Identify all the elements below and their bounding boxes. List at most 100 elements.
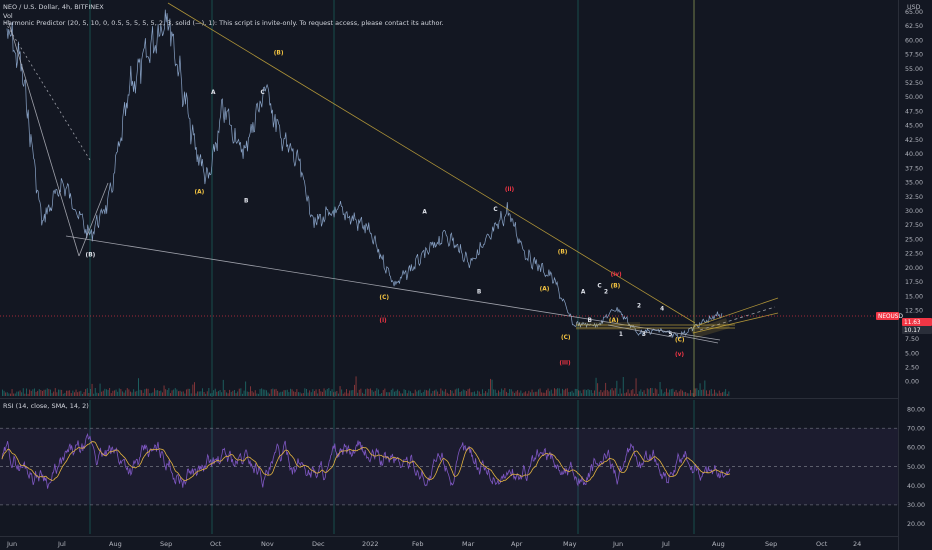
- volume-bar: [187, 388, 189, 396]
- volume-bar: [40, 390, 42, 396]
- wave-label[interactable]: C: [597, 284, 601, 290]
- volume-bar: [251, 391, 253, 396]
- volume-bar: [262, 389, 264, 396]
- volume-bar: [398, 391, 400, 396]
- volume-bar: [128, 389, 130, 396]
- wave-label[interactable]: (A): [195, 190, 205, 196]
- rsi-sma-line[interactable]: [1, 441, 731, 483]
- volume-bar: [390, 389, 392, 396]
- rsi-line[interactable]: [1, 432, 731, 489]
- symbol-title[interactable]: NEO / U.S. Dollar, 4h, BITFINEX: [3, 3, 104, 11]
- volume-bar: [573, 392, 575, 396]
- volume-bar: [429, 388, 431, 396]
- volume-bar: [58, 389, 59, 396]
- wave-label[interactable]: A: [422, 210, 427, 216]
- indicator-legend[interactable]: Harmonic Predictor (20, 5, 10, 0, 0.5, 5…: [3, 19, 444, 27]
- wave-label[interactable]: (C): [561, 335, 571, 341]
- wave-label[interactable]: (B): [558, 249, 568, 255]
- wave-label[interactable]: (B): [274, 50, 284, 56]
- volume-bar: [408, 390, 410, 396]
- volume-bar: [613, 390, 615, 396]
- volume-bar: [621, 393, 623, 396]
- wave-label[interactable]: 3: [642, 332, 646, 338]
- wave-label[interactable]: 2: [604, 289, 608, 295]
- wave-label[interactable]: C: [261, 90, 265, 96]
- volume-bar: [493, 389, 495, 396]
- volume-bar: [2, 389, 3, 396]
- wave-label[interactable]: 5: [668, 332, 672, 338]
- volume-bar: [475, 393, 477, 396]
- volume-bar: [542, 392, 544, 396]
- volume-bar: [248, 391, 250, 396]
- volume-bar: [728, 391, 730, 396]
- wave-label[interactable]: B: [587, 318, 592, 324]
- volume-bar: [181, 391, 183, 396]
- time-axis-label: Feb: [412, 540, 424, 548]
- volume-bar: [470, 392, 472, 396]
- price-badge[interactable]: [902, 326, 932, 334]
- wave-label[interactable]: (B): [611, 284, 621, 290]
- wave-label[interactable]: 2: [637, 304, 641, 310]
- rsi-legend[interactable]: RSI (14, close, SMA, 14, 2): [3, 402, 89, 410]
- volume-bar: [376, 388, 378, 396]
- wave-label[interactable]: (C): [379, 295, 389, 301]
- rsi-pane[interactable]: [0, 427, 898, 506]
- volume-bar: [584, 389, 586, 396]
- volume-bar: [712, 393, 714, 396]
- volume-bar: [642, 391, 643, 396]
- volume-bar: [318, 389, 320, 396]
- volume-bar: [30, 390, 32, 396]
- volume-bar: [222, 379, 224, 396]
- volume-bar: [578, 390, 579, 396]
- price-pane[interactable]: (B) (A) A B C (B) (C) (i) A B C (ii) (A) (B) (C) (iii) A…: [0, 2, 898, 396]
- volume-bar: [371, 390, 373, 396]
- volume-label[interactable]: Vol: [3, 12, 13, 20]
- wave-label[interactable]: (i): [379, 318, 387, 324]
- wave-label[interactable]: A: [581, 289, 586, 295]
- volume-bar: [346, 389, 347, 396]
- price-tick-label: 12.50: [905, 308, 923, 315]
- volume-bar: [83, 392, 85, 396]
- volume-bar: [258, 393, 259, 396]
- volume-bar: [168, 388, 170, 396]
- wave-label[interactable]: (A): [540, 286, 550, 292]
- time-axis-label: Jul: [661, 540, 670, 548]
- price-badge[interactable]: [876, 312, 899, 320]
- volume-bar: [515, 391, 517, 396]
- volume-bar: [152, 392, 154, 396]
- wave-label[interactable]: (ii): [505, 187, 515, 193]
- wave-label[interactable]: C: [493, 207, 497, 213]
- volume-bar: [306, 389, 307, 396]
- rsi-tick-label: 80.00: [907, 406, 925, 413]
- wave-label[interactable]: B: [477, 289, 482, 295]
- price-badge[interactable]: [902, 318, 932, 326]
- volume-bar: [626, 392, 627, 396]
- wave-label[interactable]: (C): [675, 338, 685, 344]
- volume-bar: [366, 388, 368, 396]
- volume-bar: [658, 393, 659, 396]
- wave-label[interactable]: (A): [609, 318, 619, 324]
- wave-label[interactable]: B: [244, 198, 249, 204]
- volume-bar: [104, 388, 106, 396]
- volume-bar: [518, 392, 520, 396]
- volume-bar: [280, 391, 282, 396]
- volume-bar: [624, 393, 626, 396]
- wave-label[interactable]: A: [211, 90, 216, 96]
- volume-bar: [339, 386, 341, 396]
- volume-bar: [333, 392, 335, 396]
- volume-bar: [453, 393, 455, 396]
- volume-bar: [245, 381, 247, 396]
- price-tick-label: 42.50: [905, 137, 923, 144]
- wave-label[interactable]: 4: [660, 306, 664, 312]
- wave-label[interactable]: (iv): [611, 272, 622, 278]
- volume-bar: [237, 391, 239, 396]
- channel-lower: [692, 312, 779, 334]
- volume-bar: [123, 392, 125, 396]
- volume-bar: [256, 393, 258, 396]
- wave-label[interactable]: (iii): [559, 360, 571, 366]
- wave-label[interactable]: (v): [675, 352, 684, 358]
- volume-bar: [93, 393, 95, 396]
- wave-label[interactable]: (B): [86, 252, 96, 258]
- wave-label[interactable]: 1: [619, 332, 623, 338]
